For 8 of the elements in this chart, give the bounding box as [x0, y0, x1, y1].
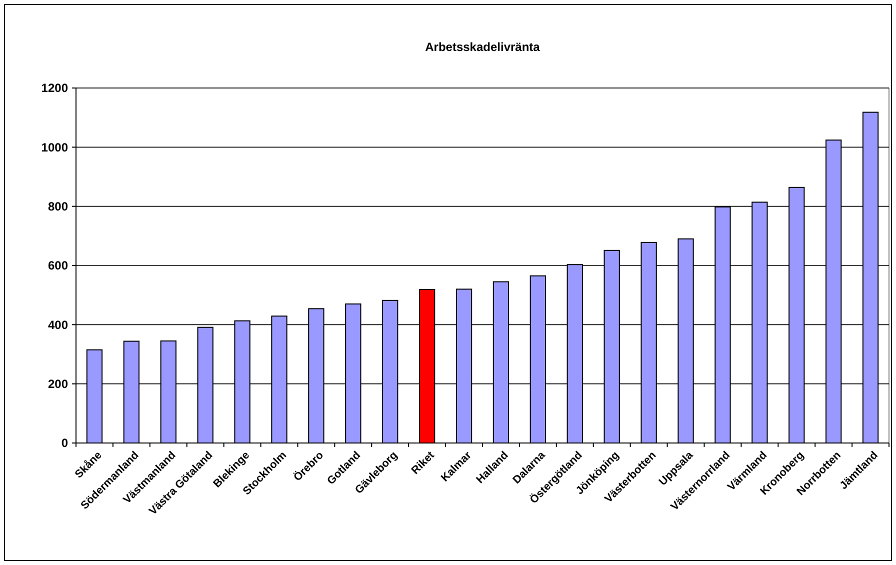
- y-tick-label: 0: [61, 436, 68, 450]
- y-tick-label: 800: [48, 200, 68, 214]
- y-tick-label: 1000: [41, 140, 68, 154]
- y-tick-label: 600: [48, 258, 68, 273]
- y-tick-label: 400: [48, 318, 68, 332]
- y-tick-label: 200: [48, 377, 68, 392]
- y-tick-label: 1200: [41, 81, 68, 96]
- chart-title: Arbetsskadelivränta: [425, 40, 540, 54]
